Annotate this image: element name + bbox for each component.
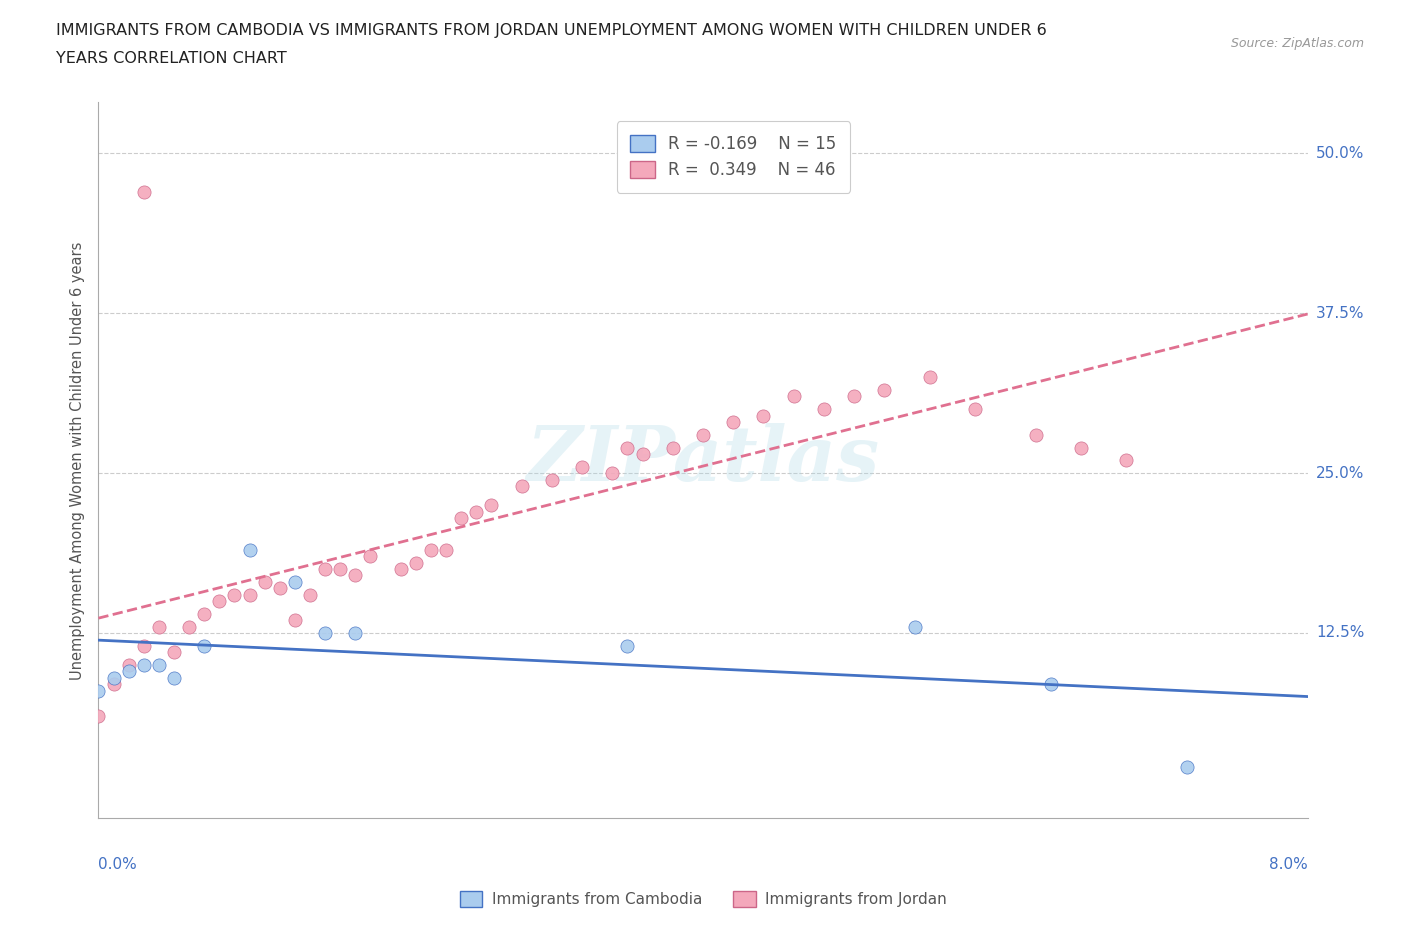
Point [118, 664, 141, 679]
Point [723, 415, 745, 430]
Point [616, 638, 638, 653]
Point [782, 389, 804, 404]
Point [132, 184, 155, 199]
Point [434, 542, 457, 557]
Point [571, 459, 593, 474]
Point [479, 498, 503, 512]
Point [103, 677, 125, 692]
Point [284, 575, 307, 590]
Point [602, 466, 624, 481]
Point [314, 562, 336, 577]
Point [284, 613, 307, 628]
Y-axis label: Unemployment Among Women with Children Under 6 years: Unemployment Among Women with Children U… [70, 241, 86, 680]
Point [965, 402, 987, 417]
Point [329, 562, 352, 577]
Text: IMMIGRANTS FROM CAMBODIA VS IMMIGRANTS FROM JORDAN UNEMPLOYMENT AMONG WOMEN WITH: IMMIGRANTS FROM CAMBODIA VS IMMIGRANTS F… [56, 23, 1047, 38]
Point [631, 446, 654, 461]
Text: ZIPatlas: ZIPatlas [526, 423, 880, 498]
Point [314, 626, 336, 641]
Point [405, 555, 427, 570]
Point [1175, 760, 1198, 775]
Point [118, 658, 141, 672]
Text: YEARS CORRELATION CHART: YEARS CORRELATION CHART [56, 51, 287, 66]
Point [616, 440, 638, 455]
Point [661, 440, 683, 455]
Text: 12.5%: 12.5% [1316, 626, 1364, 641]
Point [163, 671, 186, 685]
Text: 0.0%: 0.0% [98, 857, 138, 872]
Text: 25.0%: 25.0% [1316, 466, 1364, 481]
Point [103, 671, 125, 685]
Point [419, 542, 441, 557]
Point [359, 549, 381, 564]
Point [540, 472, 562, 487]
Legend: Immigrants from Cambodia, Immigrants from Jordan: Immigrants from Cambodia, Immigrants fro… [454, 884, 952, 913]
Point [1115, 453, 1137, 468]
Point [344, 626, 367, 641]
Point [132, 658, 155, 672]
Point [389, 562, 412, 577]
Point [239, 542, 262, 557]
Point [87, 709, 110, 724]
Point [87, 683, 110, 698]
Point [179, 619, 201, 634]
Point [844, 389, 866, 404]
Point [148, 619, 170, 634]
Point [903, 619, 925, 634]
Point [193, 638, 215, 653]
Point [224, 587, 246, 602]
Text: 37.5%: 37.5% [1316, 306, 1364, 321]
Point [450, 511, 472, 525]
Point [692, 427, 714, 442]
Text: 8.0%: 8.0% [1268, 857, 1308, 872]
Point [208, 593, 231, 608]
Point [193, 606, 215, 621]
Point [465, 504, 488, 519]
Point [873, 382, 896, 397]
Point [269, 580, 291, 595]
Point [1070, 440, 1092, 455]
Point [510, 479, 533, 494]
Point [253, 575, 276, 590]
Legend: R = -0.169    N = 15, R =  0.349    N = 46: R = -0.169 N = 15, R = 0.349 N = 46 [617, 122, 849, 193]
Point [1039, 677, 1062, 692]
Point [813, 402, 835, 417]
Text: 50.0%: 50.0% [1316, 146, 1364, 161]
Point [163, 644, 186, 659]
Point [1024, 427, 1046, 442]
Text: Source: ZipAtlas.com: Source: ZipAtlas.com [1230, 37, 1364, 50]
Point [132, 638, 155, 653]
Point [344, 568, 367, 583]
Point [239, 587, 262, 602]
Point [299, 587, 322, 602]
Point [918, 370, 941, 385]
Point [148, 658, 170, 672]
Point [752, 408, 775, 423]
